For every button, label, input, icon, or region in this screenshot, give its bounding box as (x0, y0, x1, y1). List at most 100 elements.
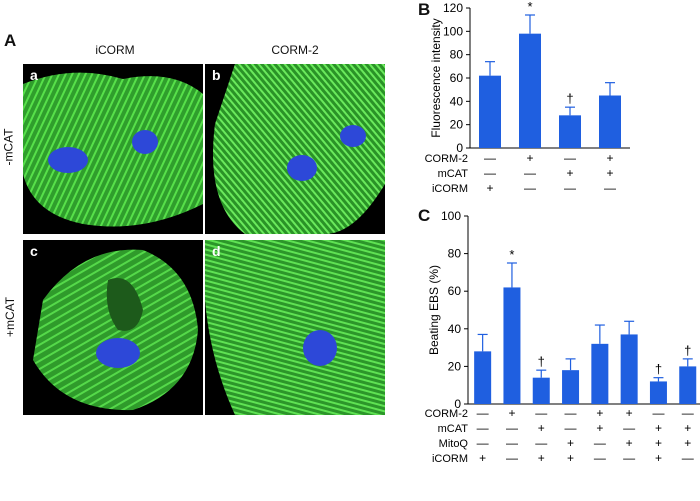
y-tick-label-0: 100 (443, 24, 463, 38)
condition-sign-0-1-0: — (484, 166, 496, 180)
condition-sign-1-3-5: — (623, 451, 635, 465)
condition-sign-0-1-3: + (606, 166, 613, 180)
condition-sign-0-2-3: — (604, 181, 616, 195)
condition-sign-1-3-3: + (567, 451, 574, 465)
condition-label-1-3: iCORM (432, 453, 468, 465)
image-label-a: a (30, 67, 38, 83)
y-tick-label-1: 40 (448, 322, 462, 336)
cell-fluorescence-image (205, 240, 385, 415)
significance-mark-1-7: † (684, 343, 691, 358)
condition-sign-1-1-2: + (538, 421, 545, 435)
condition-sign-1-3-0: + (479, 451, 486, 465)
cell-fluorescence-image (33, 249, 198, 411)
condition-sign-1-2-4: — (594, 436, 606, 450)
condition-sign-0-1-2: + (566, 166, 573, 180)
condition-sign-1-2-3: + (567, 436, 574, 450)
condition-sign-1-2-0: — (477, 436, 489, 450)
panel-b-letter: B (418, 0, 431, 19)
y-tick-label-0: 0 (456, 141, 463, 155)
column-label-icorm: iCORM (95, 43, 135, 57)
significance-mark-1-6: † (655, 362, 662, 377)
condition-sign-0-1-1: — (524, 166, 536, 180)
significance-mark-1-1: * (509, 247, 514, 262)
condition-sign-1-1-0: — (477, 421, 489, 435)
bar-1-7 (679, 366, 697, 404)
bar-1-3 (562, 370, 580, 404)
y-tick-label-0: 80 (450, 48, 464, 62)
y-tick-label-1: 0 (454, 397, 461, 411)
condition-sign-1-3-2: + (538, 451, 545, 465)
bar-0-3 (599, 95, 621, 148)
condition-sign-1-3-7: — (682, 451, 694, 465)
condition-sign-1-0-1: + (508, 406, 515, 420)
condition-sign-1-1-4: + (596, 421, 603, 435)
condition-label-0-0: CORM-2 (425, 153, 468, 165)
condition-sign-1-2-7: + (684, 436, 691, 450)
condition-label-0-2: iCORM (432, 183, 468, 195)
significance-mark-0-1: * (527, 0, 532, 14)
condition-sign-1-2-5: + (626, 436, 633, 450)
significance-mark-0-2: † (566, 91, 573, 106)
micrograph-d: d (205, 240, 385, 415)
panel-c-letter: C (418, 206, 431, 225)
y-tick-label-0: 20 (450, 118, 464, 132)
y-tick-label-1: 20 (448, 359, 462, 373)
condition-sign-1-3-6: + (655, 451, 662, 465)
condition-sign-0-0-1: + (526, 151, 533, 165)
condition-label-1-2: MitoQ (439, 438, 469, 450)
image-label-c: c (30, 243, 38, 259)
y-axis-label-0: Fluorescence intensity (429, 18, 443, 137)
micrograph-a: a (23, 64, 203, 234)
condition-sign-0-0-3: + (606, 151, 613, 165)
condition-sign-1-0-3: — (565, 406, 577, 420)
bar-0-2 (559, 115, 581, 148)
bar-1-2 (532, 377, 550, 404)
micrograph-c: c (23, 240, 203, 415)
y-axis-label-1: Beating EBS (%) (427, 265, 441, 355)
condition-sign-0-2-0: + (486, 181, 493, 195)
condition-sign-1-1-5: — (623, 421, 635, 435)
bar-1-4 (591, 343, 609, 404)
y-tick-label-0: 40 (450, 94, 464, 108)
condition-sign-1-1-6: + (655, 421, 662, 435)
condition-sign-1-0-0: — (477, 406, 489, 420)
image-label-b: b (212, 67, 221, 83)
condition-sign-1-0-6: — (652, 406, 664, 420)
cell-fluorescence-image (213, 64, 385, 234)
y-tick-label-0: 60 (450, 71, 464, 85)
bar-1-5 (620, 334, 638, 404)
condition-label-1-0: CORM-2 (425, 408, 468, 420)
condition-sign-0-0-0: — (484, 151, 496, 165)
condition-label-0-1: mCAT (438, 168, 469, 180)
condition-sign-1-3-1: — (506, 451, 518, 465)
bar-0-1 (519, 33, 541, 148)
y-tick-label-1: 80 (448, 247, 462, 261)
condition-sign-1-1-1: — (506, 421, 518, 435)
y-tick-label-1: 60 (448, 284, 462, 298)
bar-1-0 (474, 351, 492, 404)
image-label-d: d (212, 243, 221, 259)
condition-sign-0-2-2: — (564, 181, 576, 195)
condition-sign-1-2-6: + (655, 436, 662, 450)
condition-sign-1-2-1: — (506, 436, 518, 450)
bar-0-0 (479, 75, 501, 148)
condition-sign-0-0-2: — (564, 151, 576, 165)
condition-sign-1-0-7: — (682, 406, 694, 420)
condition-sign-1-0-4: + (596, 406, 603, 420)
cell-fluorescence-image (23, 72, 203, 227)
y-tick-label-1: 100 (441, 209, 461, 223)
condition-sign-1-1-7: + (684, 421, 691, 435)
condition-sign-1-0-5: + (626, 406, 633, 420)
bar-1-6 (649, 381, 667, 404)
condition-sign-1-0-2: — (535, 406, 547, 420)
panel-a-letter: A (4, 31, 17, 50)
bar-1-1 (503, 287, 521, 404)
column-label-corm2: CORM-2 (271, 43, 319, 57)
condition-sign-0-2-1: — (524, 181, 536, 195)
condition-sign-1-3-4: — (594, 451, 606, 465)
condition-label-1-1: mCAT (438, 423, 469, 435)
y-tick-label-0: 120 (443, 1, 463, 15)
significance-mark-1-2: † (538, 354, 545, 369)
condition-sign-1-1-3: — (565, 421, 577, 435)
